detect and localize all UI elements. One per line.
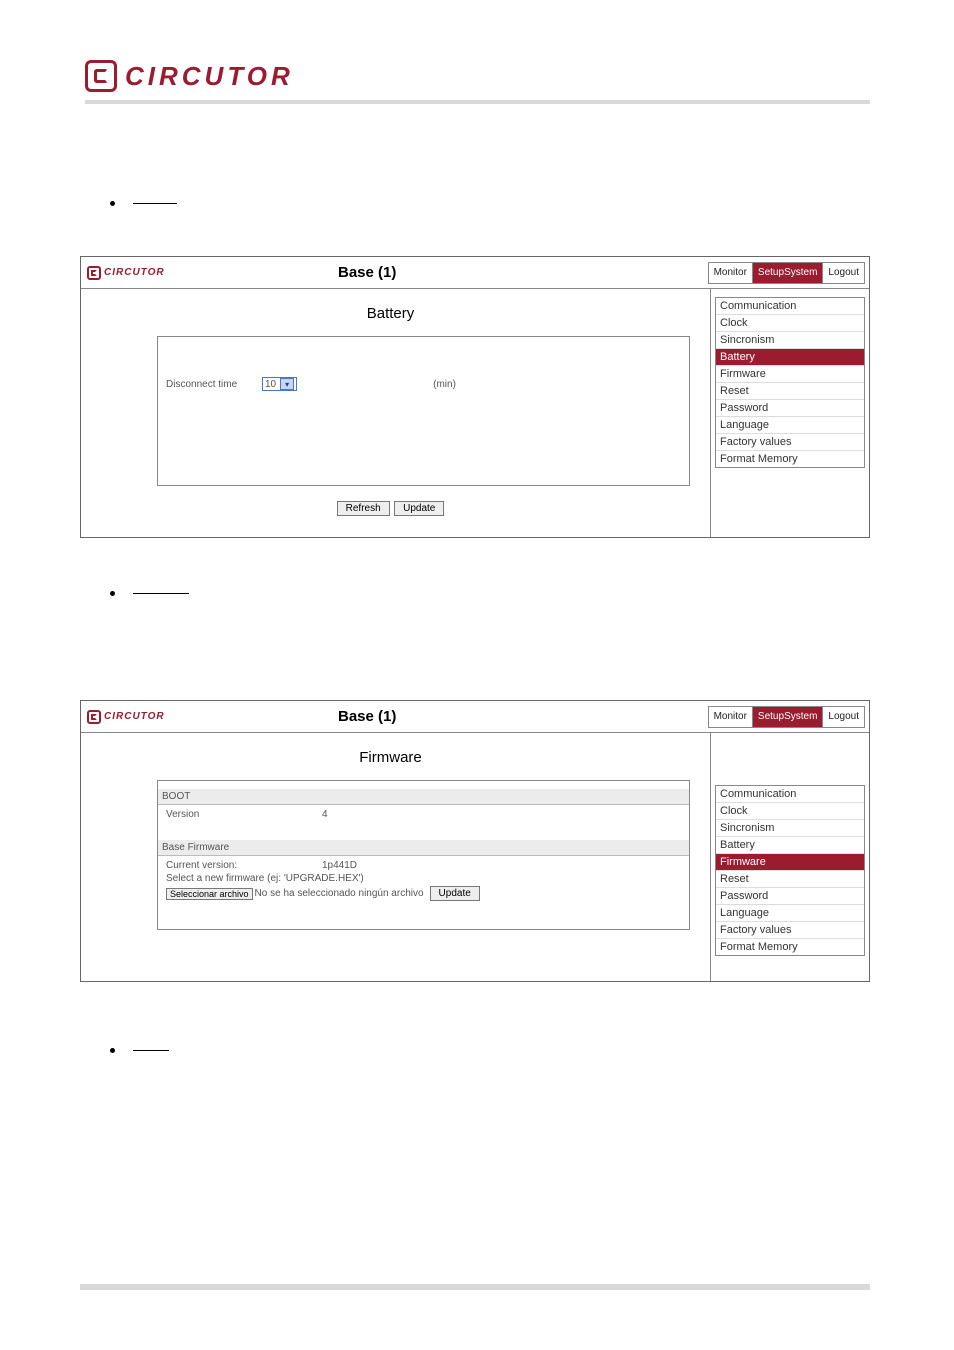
firmware-section-title: Firmware: [81, 749, 700, 766]
sidebar-item-factory[interactable]: Factory values: [716, 434, 864, 451]
page-header: CIRCUTOR: [85, 60, 870, 104]
disconnect-time-label: Disconnect time: [166, 379, 256, 390]
sidebar-item-password[interactable]: Password: [716, 400, 864, 417]
sidebar-item-reset[interactable]: Reset: [716, 383, 864, 400]
sidebar-item-sincronism[interactable]: Sincronism: [716, 820, 864, 837]
bullet-battery: [110, 195, 177, 210]
nav-setup-system[interactable]: SetupSystem: [752, 706, 823, 728]
logo-icon: [85, 60, 117, 92]
bullet-reset: [110, 1042, 169, 1057]
footer-divider: [80, 1284, 870, 1290]
firmware-update-button[interactable]: Update: [430, 886, 480, 901]
panel-battery-nav: Monitor SetupSystem Logout: [709, 257, 869, 288]
mini-logo-text: CIRCUTOR: [104, 711, 165, 722]
current-version-value: 1p441D: [282, 860, 681, 871]
sidebar-item-language[interactable]: Language: [716, 905, 864, 922]
panel-battery-logo: CIRCUTOR: [81, 257, 173, 288]
basefw-header: Base Firmware: [158, 840, 689, 856]
battery-button-row: Refresh Update: [81, 498, 700, 516]
battery-section-title: Battery: [81, 305, 700, 322]
nav-logout[interactable]: Logout: [822, 706, 865, 728]
boot-version-label: Version: [166, 809, 276, 820]
sidebar-item-format[interactable]: Format Memory: [716, 451, 864, 467]
boot-header: BOOT: [158, 789, 689, 805]
mini-logo-icon: [87, 266, 101, 280]
panel-battery-header: CIRCUTOR Base (1) Monitor SetupSystem Lo…: [81, 257, 869, 289]
disconnect-time-units: (min): [433, 379, 456, 390]
panel-firmware-main: Firmware BOOT Version 4 Base Firmware Cu…: [81, 733, 711, 981]
panel-battery-sidebar: CommunicationClockSincronismBatteryFirmw…: [711, 289, 869, 537]
sidebar-item-factory[interactable]: Factory values: [716, 922, 864, 939]
firmware-content-box: BOOT Version 4 Base Firmware Current ver…: [157, 780, 690, 930]
choose-file-button[interactable]: Seleccionar archivo: [166, 888, 253, 900]
sidebar-item-clock[interactable]: Clock: [716, 803, 864, 820]
select-firmware-label: Select a new firmware (ej: 'UPGRADE.HEX'…: [166, 873, 364, 884]
sidebar-item-communication[interactable]: Communication: [716, 298, 864, 315]
boot-version-value: 4: [282, 809, 681, 820]
mini-logo-text: CIRCUTOR: [104, 267, 165, 278]
panel-firmware-header: CIRCUTOR Base (1) Monitor SetupSystem Lo…: [81, 701, 869, 733]
update-button[interactable]: Update: [394, 501, 444, 516]
panel-firmware-title: Base (1): [173, 701, 709, 732]
panel-firmware-nav: Monitor SetupSystem Logout: [709, 701, 869, 732]
bullet-firmware: [110, 585, 189, 600]
sidebar-item-firmware[interactable]: Firmware: [716, 366, 864, 383]
panel-firmware: CIRCUTOR Base (1) Monitor SetupSystem Lo…: [80, 700, 870, 982]
header-divider: [85, 100, 870, 104]
sidebar-item-language[interactable]: Language: [716, 417, 864, 434]
panel-firmware-logo: CIRCUTOR: [81, 701, 173, 732]
firmware-side-list: CommunicationClockSincronismBatteryFirmw…: [715, 785, 865, 956]
file-status-label: No se ha seleccionado ningún archivo: [255, 888, 424, 899]
sidebar-item-reset[interactable]: Reset: [716, 871, 864, 888]
chevron-down-icon: ▾: [280, 378, 294, 390]
sidebar-item-battery[interactable]: Battery: [716, 349, 864, 366]
sidebar-item-firmware[interactable]: Firmware: [716, 854, 864, 871]
panel-battery-title: Base (1): [173, 257, 709, 288]
disconnect-time-value: 10: [265, 379, 276, 390]
battery-content-box: Disconnect time 10 ▾ (min): [157, 336, 690, 486]
logo-text: CIRCUTOR: [125, 61, 294, 92]
mini-logo-icon: [87, 710, 101, 724]
sidebar-item-password[interactable]: Password: [716, 888, 864, 905]
refresh-button[interactable]: Refresh: [337, 501, 390, 516]
sidebar-item-format[interactable]: Format Memory: [716, 939, 864, 955]
disconnect-time-select[interactable]: 10 ▾: [262, 377, 297, 391]
sidebar-item-battery[interactable]: Battery: [716, 837, 864, 854]
nav-logout[interactable]: Logout: [822, 262, 865, 284]
sidebar-item-sincronism[interactable]: Sincronism: [716, 332, 864, 349]
panel-battery: CIRCUTOR Base (1) Monitor SetupSystem Lo…: [80, 256, 870, 538]
nav-setup-system[interactable]: SetupSystem: [752, 262, 823, 284]
nav-monitor[interactable]: Monitor: [708, 706, 753, 728]
bullet-battery-underline: [133, 203, 177, 204]
battery-side-list: CommunicationClockSincronismBatteryFirmw…: [715, 297, 865, 468]
bullet-firmware-underline: [133, 593, 189, 594]
nav-monitor[interactable]: Monitor: [708, 262, 753, 284]
bullet-reset-underline: [133, 1050, 169, 1051]
panel-battery-main: Battery Disconnect time 10 ▾ (min) Refre…: [81, 289, 711, 537]
current-version-label: Current version:: [166, 860, 276, 871]
sidebar-item-clock[interactable]: Clock: [716, 315, 864, 332]
panel-firmware-sidebar: CommunicationClockSincronismBatteryFirmw…: [711, 733, 869, 981]
sidebar-item-communication[interactable]: Communication: [716, 786, 864, 803]
